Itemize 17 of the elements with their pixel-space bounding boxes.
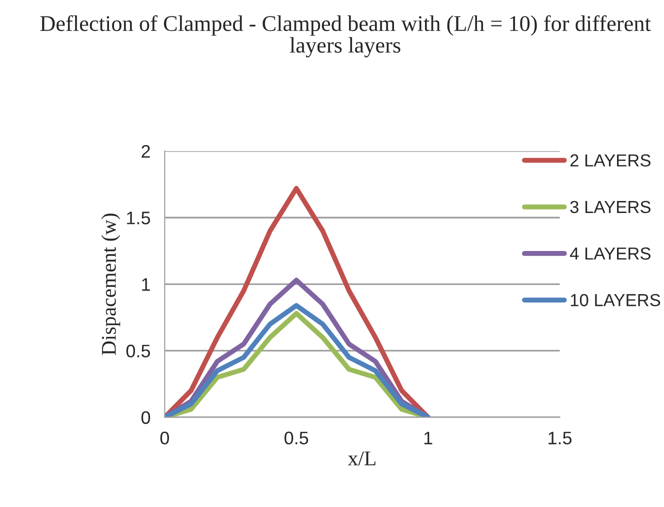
x-tick-label: 0.5 [284,432,308,444]
chart-title: Deflection of Clamped - Clamped beam with (L/h = 10) for different layers layers [40,15,651,58]
legend-label: 2 LAYERS [570,154,650,167]
x-tick-label: 1.5 [548,432,572,444]
line-series [164,186,430,418]
y-tick-label: 1 [142,278,150,291]
y-axis-title: Dispacement (w) [101,214,120,356]
y-tick-label: 1.5 [127,212,150,224]
y-tick-label: 2 [142,145,150,158]
x-axis-title: x/L [348,451,376,466]
y-tick-label: 0.5 [126,344,150,358]
legend-label: 4 LAYERS [570,247,650,260]
x-tick-label: 1 [424,432,432,444]
y-tick-label: 0 [141,411,150,424]
legend-label: 10 LAYERS [570,294,660,306]
x-tick-label: 0 [160,432,169,444]
legend-label: 3 LAYERS [570,200,650,214]
